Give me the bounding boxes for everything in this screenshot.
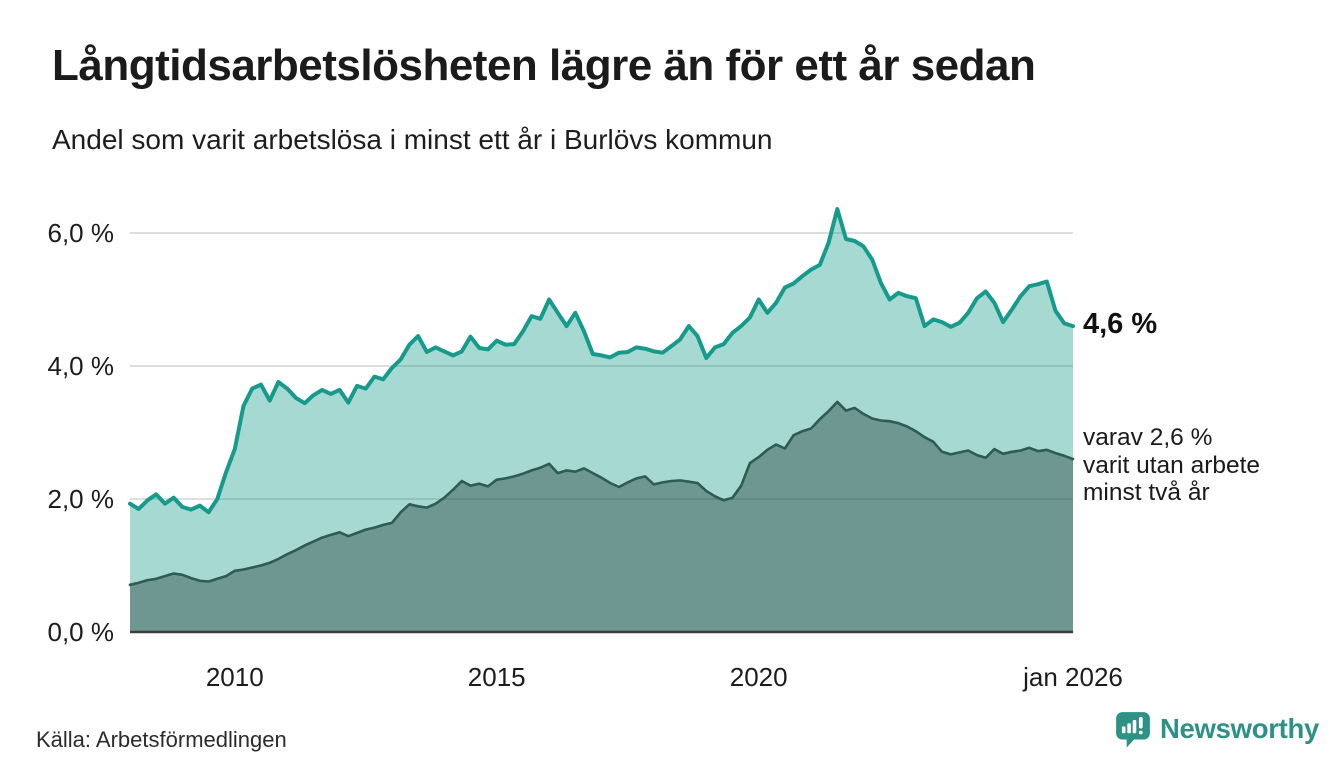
series2-annotation-line3: minst två år [1083, 479, 1210, 506]
y-tick-label: 2,0 % [47, 484, 115, 514]
newsworthy-logo: Newsworthy [1114, 708, 1319, 750]
y-tick-label: 4,0 % [47, 351, 115, 381]
newsworthy-speech-bubble-chart-icon [1116, 712, 1150, 748]
x-tick-label: jan 2026 [1023, 662, 1123, 692]
y-tick-label: 0,0 % [47, 617, 115, 647]
page-title: Långtidsarbetslösheten lägre än för ett … [52, 41, 1036, 90]
y-tick-label: 6,0 % [47, 218, 115, 248]
series1-end-value-label: 4,6 % [1083, 308, 1158, 340]
series1-area [130, 209, 1073, 632]
series2-line [128, 400, 1075, 587]
newsworthy-wordmark: Newsworthy [1160, 713, 1319, 744]
series2-annotation-line1: varav 2,6 % [1083, 424, 1213, 451]
x-tick-label: 2020 [729, 662, 788, 692]
series2-annotation-line2: varit utan arbete [1083, 451, 1261, 479]
chart-subtitle: Andel som varit arbetslösa i minst ett å… [52, 124, 773, 155]
source-credit: Källa: Arbetsförmedlingen [36, 727, 287, 752]
x-tick-label: 2015 [467, 662, 526, 692]
series2-annotation: varav 2,6 % varit utan arbete minst två … [1083, 424, 1260, 507]
x-tick-label: 2010 [205, 662, 264, 692]
series1-line [128, 207, 1075, 515]
series2-area [130, 401, 1073, 632]
